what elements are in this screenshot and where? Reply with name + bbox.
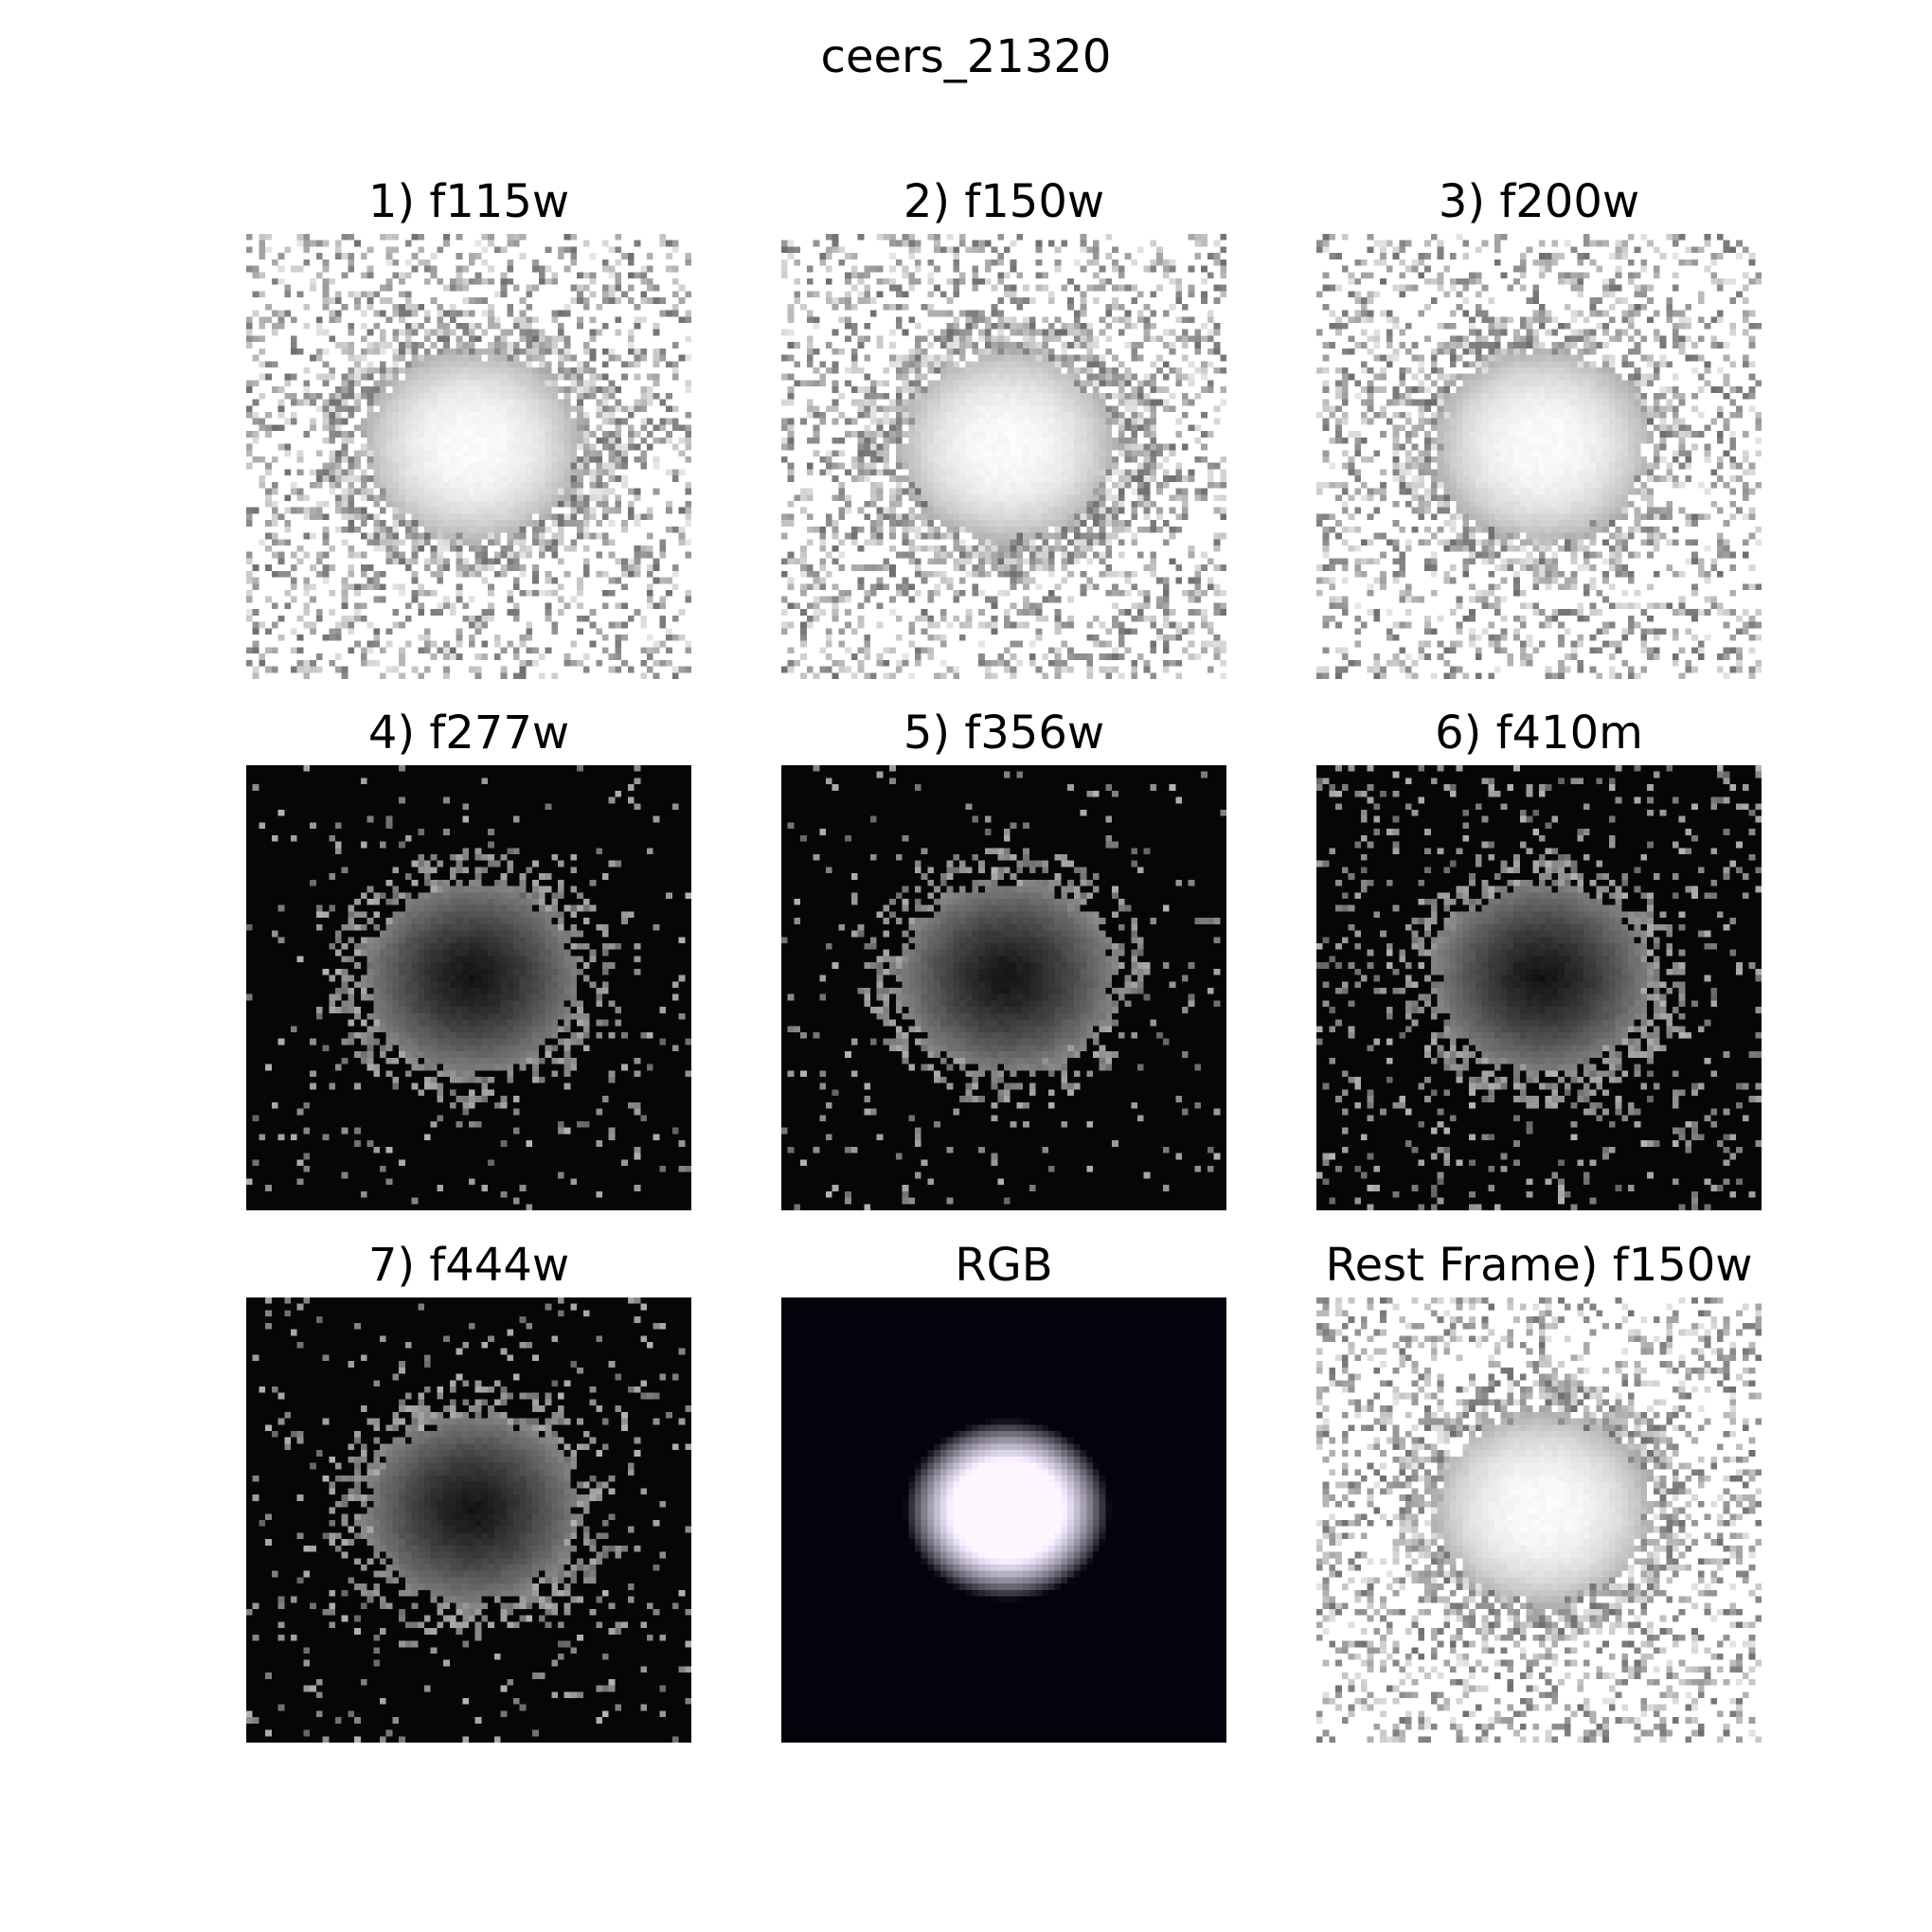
panel-title: 3) f200w bbox=[1438, 175, 1640, 228]
panel-title: 7) f444w bbox=[367, 1239, 570, 1292]
rgb-composite-image bbox=[781, 1297, 1226, 1743]
panel-title: 2) f150w bbox=[903, 175, 1105, 228]
galaxy-image bbox=[1316, 765, 1762, 1210]
galaxy-image bbox=[246, 765, 691, 1210]
galaxy-image bbox=[781, 765, 1226, 1210]
galaxy-image bbox=[246, 234, 691, 679]
panel-title: RGB bbox=[955, 1239, 1053, 1292]
figure-title: ceers_21320 bbox=[820, 30, 1112, 83]
panel-title: 4) f277w bbox=[367, 707, 570, 760]
panel-title: 5) f356w bbox=[903, 707, 1105, 760]
galaxy-image bbox=[1316, 1297, 1762, 1743]
galaxy-image bbox=[246, 1297, 691, 1743]
galaxy-image bbox=[781, 234, 1226, 679]
galaxy-image bbox=[1316, 234, 1762, 679]
panel-title: 6) f410m bbox=[1435, 707, 1643, 760]
panel-title: 1) f115w bbox=[367, 175, 570, 228]
panel-title: Rest Frame) f150w bbox=[1325, 1239, 1753, 1292]
